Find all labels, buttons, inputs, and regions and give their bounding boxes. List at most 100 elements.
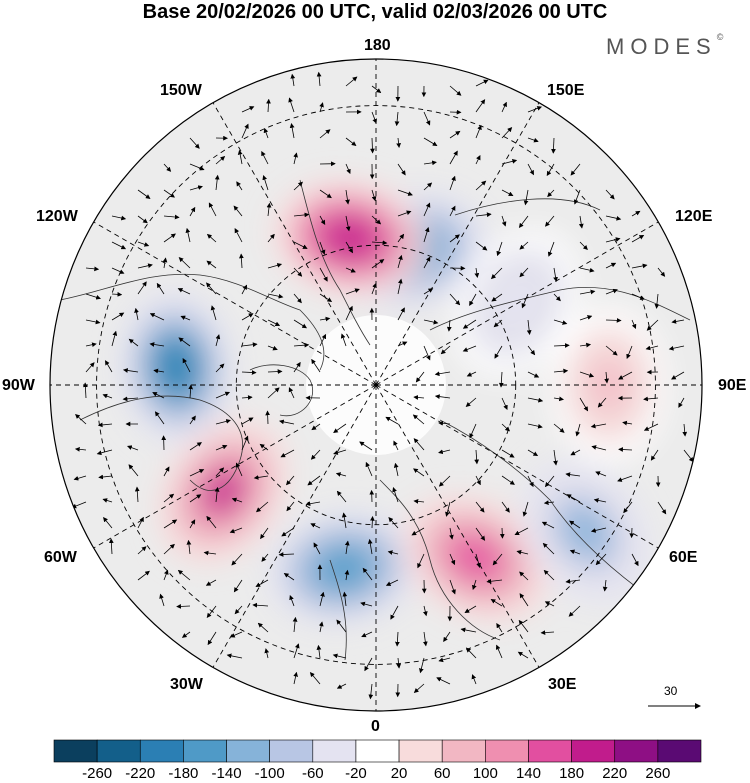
wind-vector [397, 278, 403, 295]
wind-vector [241, 395, 253, 400]
colorbar-label: -100 [254, 765, 285, 782]
colorbar-swatch [657, 739, 702, 763]
wind-vector [85, 293, 101, 300]
wind-vector [579, 397, 589, 412]
wind-vector [215, 391, 231, 399]
lon-label-90w: 90W [2, 377, 35, 394]
colorbar-label: 260 [645, 765, 671, 782]
colorbar-label: 180 [559, 765, 585, 782]
wind-vector [278, 552, 295, 557]
wind-vector [137, 281, 147, 295]
wind-vector [108, 538, 114, 555]
wind-vector [286, 501, 295, 512]
wind-vector [134, 486, 140, 503]
wind-vector [162, 257, 168, 269]
wind-vector [526, 319, 532, 336]
wind-vector [241, 417, 254, 425]
wind-vector [345, 163, 351, 175]
wind-vector [475, 241, 488, 251]
wind-vector [449, 579, 456, 595]
wind-vector [527, 371, 540, 378]
wind-vector [316, 644, 322, 659]
colorbar-label: -180 [168, 765, 199, 782]
wind-vector [618, 371, 633, 380]
wind-vector [412, 414, 425, 425]
wind-vector [137, 546, 147, 555]
anomaly-blob [320, 550, 367, 587]
wind-vector [449, 150, 458, 165]
wind-vector [267, 319, 281, 326]
wind-vector [602, 579, 608, 592]
wind-vector [189, 206, 196, 217]
wind-vector [462, 345, 477, 352]
wind-vector [464, 605, 477, 613]
anomaly-contour [483, 263, 552, 344]
wind-vector [543, 500, 555, 506]
wind-vector [411, 527, 425, 536]
wind-vector [519, 241, 529, 250]
wind-vector [293, 643, 300, 659]
wind-vector [501, 159, 518, 165]
wind-vector [85, 342, 97, 348]
colorbar-swatch [139, 739, 184, 763]
wind-vector [290, 73, 296, 87]
wind-vector [605, 189, 615, 200]
wind-vector [163, 233, 176, 243]
wind-vector [261, 553, 269, 562]
colorbar-swatch [53, 739, 98, 763]
anomaly-blob [159, 344, 194, 391]
wind-vector [645, 345, 659, 351]
wind-vector [449, 205, 456, 217]
wind-vector [293, 212, 310, 218]
wind-vector [449, 175, 456, 191]
wind-vector [189, 494, 202, 503]
meridian [375, 102, 540, 386]
wind-vector [540, 630, 555, 635]
wind-vector [527, 345, 536, 356]
wind-vector [127, 445, 139, 451]
wind-vector [387, 550, 399, 555]
wind-vector [215, 419, 231, 425]
colorbar-swatch [398, 739, 443, 763]
wind-vector [423, 182, 433, 191]
wind-vector [527, 449, 539, 457]
wind-vector [305, 501, 321, 507]
wind-vector [475, 124, 482, 139]
wind-vector [214, 174, 220, 191]
wind-vector [413, 395, 425, 400]
wind-vector [397, 210, 412, 217]
wind-vector [423, 256, 431, 269]
wind-vector [501, 501, 510, 513]
wind-vector [657, 267, 666, 277]
wind-vector [579, 371, 595, 378]
wind-vector [438, 420, 451, 426]
map-title: Base 20/02/2026 00 UTC, valid 02/03/2026… [142, 1, 608, 23]
wind-vector [189, 519, 196, 529]
wind-vector [474, 449, 480, 465]
wind-vector [671, 319, 685, 324]
wind-vector [519, 571, 529, 581]
wind-vector [569, 549, 581, 555]
wind-vector [490, 267, 503, 280]
wind-vector [579, 267, 595, 273]
wind-vector [122, 396, 139, 402]
wind-vector [289, 594, 295, 607]
colorbar-swatch [183, 739, 227, 763]
wind-vector [178, 337, 191, 347]
wind-vector [579, 289, 596, 295]
wind-vector [230, 631, 243, 638]
wind-vector [215, 467, 225, 477]
wind-vector [423, 202, 431, 217]
wind-vector [267, 387, 280, 399]
wind-vector [253, 475, 269, 480]
wind-vector [434, 371, 451, 377]
wind-vector [618, 447, 633, 452]
wind-vector [370, 137, 375, 154]
wind-vector [394, 631, 400, 647]
wind-vector [189, 415, 196, 425]
wind-vector [163, 493, 175, 503]
wind-vector [541, 521, 555, 529]
wind-vector [593, 498, 607, 503]
wind-vector [413, 438, 425, 451]
